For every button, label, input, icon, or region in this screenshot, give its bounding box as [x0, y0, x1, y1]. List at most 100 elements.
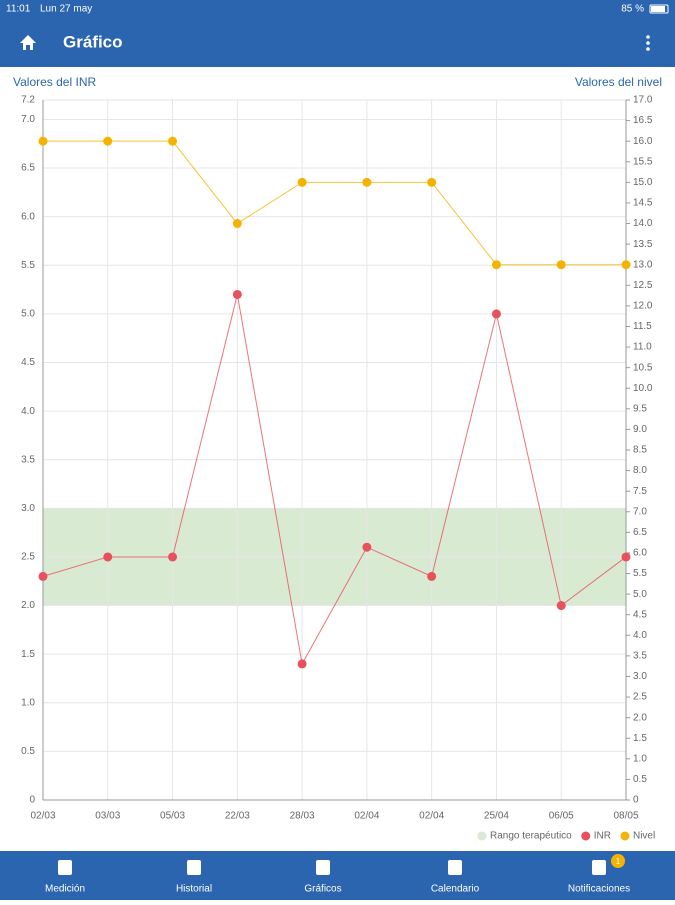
data-point: [232, 289, 242, 299]
y2-tick-label: 5.0: [633, 589, 647, 600]
battery-text: 85 %: [621, 4, 644, 15]
nav-icon[interactable]: [316, 860, 330, 875]
legend-swatch: [620, 831, 630, 841]
data-point: [103, 552, 113, 562]
y-tick-label: 4.5: [21, 357, 35, 368]
y2-tick-label: 16.5: [633, 115, 653, 126]
y2-axis-title: Valores del nivel: [575, 75, 662, 89]
y2-tick-label: 8.0: [633, 465, 647, 476]
y2-tick-label: 12.5: [633, 280, 653, 291]
status-date: Lun 27 may: [40, 4, 92, 15]
y2-tick-label: 9.5: [633, 403, 647, 414]
y2-tick-label: 5.5: [633, 568, 647, 579]
y-tick-label: 2.5: [21, 552, 35, 563]
y2-tick-label: 13.0: [633, 259, 653, 270]
x-tick-label: 06/05: [549, 811, 574, 822]
x-tick-label: 02/04: [419, 811, 444, 822]
y2-tick-label: 3.5: [633, 651, 647, 662]
x-tick-label: 08/05: [613, 811, 638, 822]
y2-tick-label: 15.0: [633, 177, 653, 188]
y2-tick-label: 4.0: [633, 630, 647, 641]
y2-tick-label: 11.0: [633, 342, 652, 353]
y-tick-label: 5.5: [21, 260, 35, 271]
x-tick-label: 28/03: [290, 811, 315, 822]
nav-icon[interactable]: [187, 860, 201, 875]
x-tick-label: 03/03: [95, 811, 120, 822]
data-point: [621, 552, 631, 562]
y2-tick-label: 0: [633, 795, 639, 806]
y-tick-label: 7.2: [21, 95, 35, 106]
legend-label: Rango terapéutico: [490, 831, 572, 842]
data-point: [427, 571, 437, 581]
x-tick-label: 02/03: [30, 811, 55, 822]
y-tick-label: 0.5: [21, 746, 35, 757]
data-point: [556, 260, 566, 270]
y-tick-label: 6.0: [21, 211, 35, 222]
y2-tick-label: 12.0: [633, 301, 653, 312]
series-line: [43, 140, 626, 266]
y-tick-label: 3.0: [21, 503, 35, 514]
y-tick-label: 0: [29, 795, 35, 806]
y2-tick-label: 11.5: [633, 321, 652, 332]
x-tick-label: 05/03: [160, 811, 185, 822]
y2-tick-label: 8.5: [633, 445, 647, 456]
data-point: [103, 136, 113, 146]
y-tick-label: 1.5: [21, 649, 35, 660]
y2-tick-label: 6.5: [633, 527, 647, 538]
y2-tick-label: 7.5: [633, 486, 647, 497]
y2-tick-label: 6.0: [633, 548, 647, 559]
menu-button[interactable]: [646, 35, 650, 51]
nav-label[interactable]: Medición: [45, 884, 85, 895]
data-point: [232, 219, 242, 229]
nav-label[interactable]: Historial: [176, 884, 212, 895]
nav-label[interactable]: Calendario: [431, 884, 480, 895]
y2-tick-label: 0.5: [633, 774, 647, 785]
battery-level: [651, 6, 665, 12]
legend-label: INR: [594, 831, 611, 842]
battery-icon: [649, 4, 669, 14]
y2-tick-label: 17.0: [633, 95, 653, 106]
nav-items: Medición Historial Gráficos Calendario Notif…: [45, 854, 630, 895]
data-point: [38, 136, 48, 146]
y2-tick-label: 2.0: [633, 712, 647, 723]
y2-tick-label: 14.0: [633, 218, 653, 229]
nav-icon[interactable]: [592, 860, 606, 875]
y-tick-label: 3.5: [21, 454, 35, 465]
data-point: [38, 571, 48, 581]
series-line: [42, 294, 627, 666]
y2-tick-label: 10.5: [633, 362, 653, 373]
y-axis-title: Valores del INR: [13, 75, 96, 89]
app-title: Gráfico: [63, 32, 123, 51]
badge: [611, 854, 625, 868]
home-button[interactable]: [20, 35, 36, 50]
data-point: [362, 177, 372, 187]
data-point: [297, 177, 307, 187]
y2-tick-label: 15.5: [633, 156, 653, 167]
y2-tick-label: 2.5: [633, 692, 647, 703]
x-tick-label: 02/04: [354, 811, 379, 822]
y-tick-label: 1.0: [21, 697, 35, 708]
badge-count: 1: [616, 857, 621, 866]
y2-tick-label: 13.5: [633, 239, 653, 250]
data-point: [427, 177, 437, 187]
y2-tick-label: 7.0: [633, 506, 647, 517]
data-point: [168, 552, 178, 562]
data-point: [491, 309, 501, 319]
nav-label[interactable]: Gráficos: [304, 884, 341, 895]
data-point: [556, 601, 566, 611]
y2-tick-label: 1.5: [633, 733, 647, 744]
nav-icon[interactable]: [448, 860, 462, 875]
y2-tick-label: 14.5: [633, 198, 653, 209]
y-tick-label: 2.0: [21, 600, 35, 611]
y2-tick-label: 16.0: [633, 136, 653, 147]
y2-tick-label: 1.0: [633, 753, 647, 764]
nav-icon[interactable]: [58, 860, 72, 875]
bottom-nav: [0, 851, 675, 900]
y2-tick-label: 4.5: [633, 609, 647, 620]
legend-label: Nivel: [633, 831, 655, 842]
y2-tick-label: 3.0: [633, 671, 647, 682]
y-tick-label: 6.5: [21, 163, 35, 174]
nav-label[interactable]: Notificaciones: [568, 884, 630, 895]
